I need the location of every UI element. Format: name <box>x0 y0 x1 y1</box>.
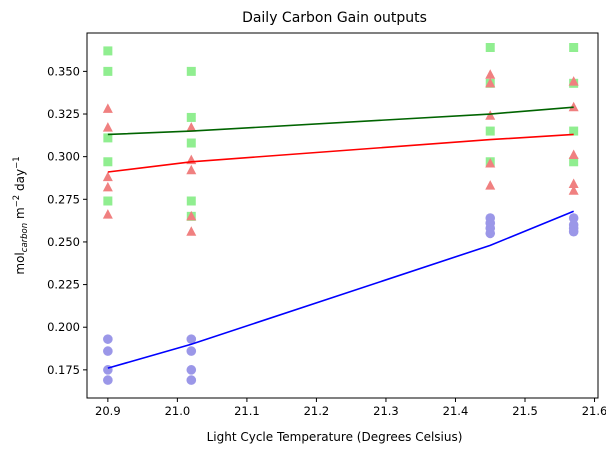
x-axis-label: Light Cycle Temperature (Degrees Celsius… <box>207 430 463 444</box>
data-point-square <box>103 196 113 206</box>
data-point-circle <box>568 213 579 223</box>
x-tick-label: 21.4 <box>443 404 469 418</box>
y-label-subscript: carbon <box>20 223 30 252</box>
plot-area: 20.9 21.0 21.1 21.2 21.3 21.4 21.5 21.6 0.175 0.2… <box>47 32 606 418</box>
data-point-square <box>186 138 196 148</box>
x-tick-label: 21.6 <box>582 404 606 418</box>
data-point-triangle <box>186 210 197 221</box>
data-point-triangle <box>102 103 113 113</box>
data-point-square <box>186 112 196 122</box>
data-point-triangle <box>186 164 197 175</box>
chart-title: Daily Carbon Gain outputs <box>242 10 427 26</box>
data-point-triangle <box>186 226 197 236</box>
data-point-square <box>103 157 113 167</box>
data-point-triangle <box>102 122 113 132</box>
data-point-triangle <box>568 185 579 195</box>
y-tick-label: 0.200 <box>47 320 80 334</box>
y-label-superscript-1: −2 <box>12 195 22 208</box>
data-point-circle <box>485 228 496 239</box>
data-point-triangle <box>485 157 496 168</box>
y-tick-label: 0.250 <box>47 235 80 249</box>
data-point-circle <box>568 226 579 237</box>
y-label-superscript-2: −1 <box>12 156 22 169</box>
y-tick-label: 0.275 <box>47 192 80 206</box>
data-point-triangle <box>485 69 496 79</box>
data-point-triangle <box>568 101 579 112</box>
data-point-circle <box>103 346 113 356</box>
y-label-unit: mol <box>13 252 27 274</box>
data-point-square <box>569 157 579 167</box>
data-point-triangle <box>485 180 496 190</box>
data-point-triangle <box>102 181 113 192</box>
data-point-triangle <box>186 122 197 132</box>
y-label-area: m <box>13 207 27 223</box>
data-point-square <box>485 126 495 136</box>
data-point-circle <box>186 346 197 356</box>
data-point-circle <box>186 365 197 375</box>
trend-line <box>107 133 574 173</box>
data-point-triangle <box>102 171 113 182</box>
data-point-circle <box>186 334 197 344</box>
x-tick-label: 20.9 <box>95 404 121 418</box>
y-axis-label: molcarbon m−2 day−1 <box>12 156 30 274</box>
y-tick-label: 0.300 <box>47 150 80 164</box>
data-point-circle <box>103 334 113 344</box>
data-point-circle <box>186 375 197 385</box>
data-point-triangle <box>568 149 579 159</box>
y-tick-label: 0.225 <box>47 278 80 292</box>
data-point-triangle <box>568 76 579 86</box>
data-point-square <box>569 126 579 136</box>
y-tick-label: 0.175 <box>47 363 80 377</box>
plot-frame <box>86 32 599 399</box>
data-point-triangle <box>568 178 579 188</box>
trend-line <box>107 106 574 136</box>
x-tick-label: 21.2 <box>304 404 330 418</box>
data-point-triangle <box>485 110 496 120</box>
data-point-square <box>569 42 579 52</box>
x-tick-label: 21.1 <box>234 404 260 418</box>
data-point-square <box>186 66 196 76</box>
x-tick-label: 21.0 <box>165 404 191 418</box>
x-tick-label: 21.5 <box>512 404 538 418</box>
y-tick-label: 0.350 <box>47 64 80 78</box>
y-label-time: day <box>13 169 27 195</box>
data-point-square <box>103 66 113 76</box>
trend-line <box>107 210 574 369</box>
data-point-square <box>485 42 495 52</box>
x-tick-label: 21.3 <box>373 404 399 418</box>
data-point-square <box>103 46 113 56</box>
data-point-circle <box>103 375 113 385</box>
y-tick-label: 0.325 <box>47 107 80 121</box>
data-point-square <box>103 133 113 143</box>
data-point-triangle <box>102 209 113 219</box>
data-point-triangle <box>485 77 496 88</box>
data-point-square <box>186 196 196 206</box>
